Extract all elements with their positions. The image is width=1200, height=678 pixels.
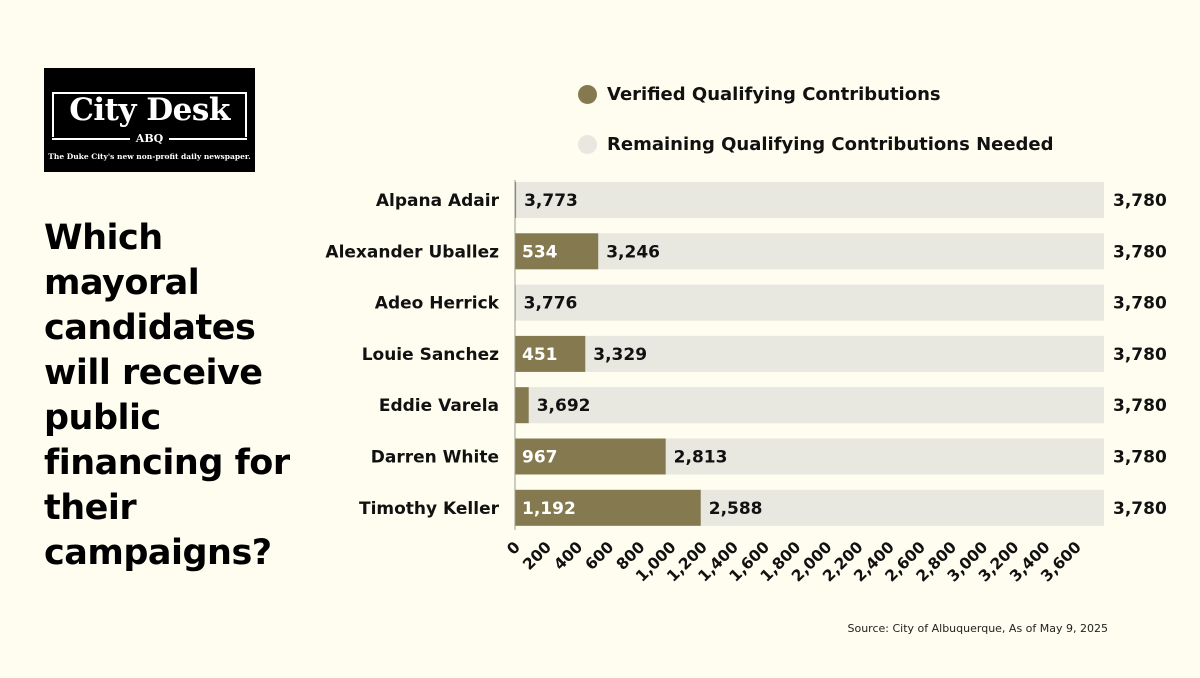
total-value-label: 3,780 — [1113, 396, 1167, 416]
remaining-value-label: 3,246 — [606, 242, 660, 262]
verified-bar — [515, 233, 599, 270]
logo-tagline: The Duke City's new non-profit daily new… — [48, 152, 251, 161]
legend-label-remaining: Remaining Qualifying Contributions Neede… — [607, 133, 1054, 155]
logo-subtitle: ABQ — [44, 132, 255, 145]
category-label: Alpana Adair — [376, 191, 500, 211]
verified-value-label: 451 — [522, 345, 558, 365]
category-label: Darren White — [371, 448, 499, 468]
logo-subtitle-text: ABQ — [129, 132, 170, 145]
total-value-label: 3,780 — [1113, 448, 1167, 468]
category-label: Eddie Varela — [379, 396, 499, 416]
remaining-value-label: 3,329 — [593, 345, 647, 365]
verified-bar — [515, 438, 666, 475]
total-value-label: 3,780 — [1113, 499, 1167, 519]
source-note: Source: City of Albuquerque, As of May 9… — [847, 622, 1108, 635]
x-tick-label: 200 — [519, 538, 555, 574]
remaining-value-label: 3,776 — [524, 294, 578, 314]
legend-label-verified: Verified Qualifying Contributions — [607, 83, 941, 105]
verified-bar — [515, 335, 586, 372]
remaining-value-label: 2,813 — [674, 448, 728, 468]
verified-value-label: 967 — [522, 448, 558, 468]
total-value-label: 3,780 — [1113, 191, 1167, 211]
verified-bar — [515, 387, 529, 424]
remaining-value-label: 3,773 — [524, 191, 578, 211]
logo-frame — [52, 92, 247, 137]
verified-bar — [515, 489, 701, 526]
city-desk-logo: City Desk ABQ The Duke City's new non-pr… — [44, 68, 255, 172]
x-tick-label: 0 — [503, 538, 524, 559]
remaining-bar — [515, 335, 1104, 372]
category-label: Timothy Keller — [359, 499, 500, 519]
total-value-label: 3,780 — [1113, 294, 1167, 314]
remaining-value-label: 2,588 — [709, 499, 763, 519]
total-value-label: 3,780 — [1113, 345, 1167, 365]
remaining-value-label: 3,692 — [537, 396, 591, 416]
category-label: Alexander Uballez — [325, 242, 499, 262]
remaining-bar — [515, 284, 1104, 321]
remaining-bar — [515, 182, 1104, 218]
category-label: Adeo Herrick — [375, 294, 500, 314]
logo-title: City Desk — [69, 92, 230, 128]
legend-swatch-verified — [578, 84, 597, 104]
total-value-label: 3,780 — [1113, 242, 1167, 262]
verified-value-label: 534 — [522, 242, 558, 262]
x-tick-label: 600 — [582, 538, 618, 574]
verified-bar — [515, 182, 517, 218]
remaining-bar — [515, 233, 1104, 270]
remaining-bar — [515, 387, 1104, 424]
legend-swatch-remaining — [578, 134, 597, 154]
category-label: Louie Sanchez — [362, 345, 499, 365]
verified-value-label: 1,192 — [522, 499, 576, 519]
headline: Which mayoral candidates will receive pu… — [44, 218, 290, 573]
legend-item-remaining: Remaining Qualifying Contributions Neede… — [578, 131, 1054, 157]
x-tick-label: 400 — [551, 538, 587, 574]
legend-item-verified: Verified Qualifying Contributions — [578, 81, 941, 107]
